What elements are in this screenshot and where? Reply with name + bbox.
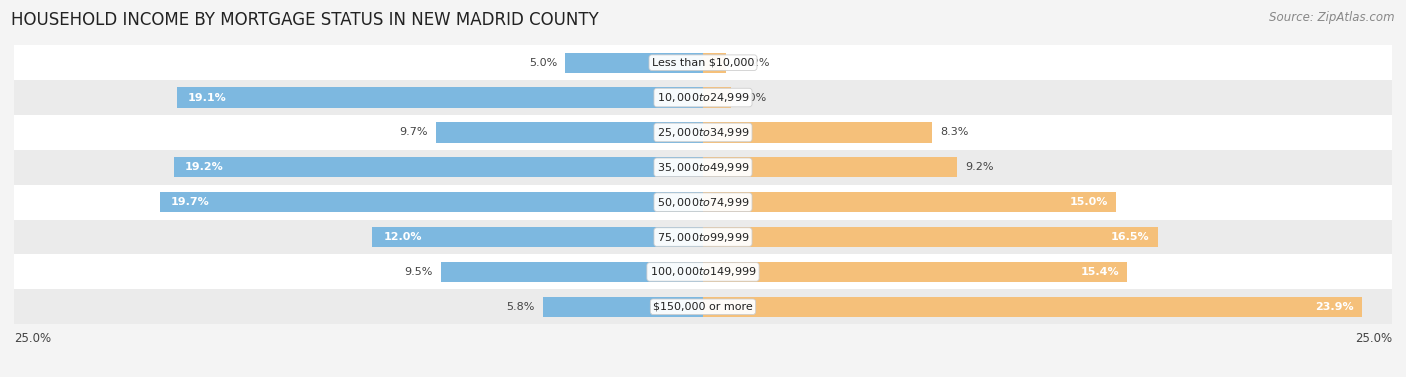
Text: 15.0%: 15.0% [1070,197,1108,207]
Text: 1.0%: 1.0% [738,92,768,103]
Bar [703,52,725,73]
Bar [14,185,1392,219]
Bar [703,227,1157,247]
Text: 25.0%: 25.0% [1355,332,1392,345]
Bar [703,297,1361,317]
Text: 15.4%: 15.4% [1080,267,1119,277]
Text: 23.9%: 23.9% [1315,302,1354,312]
Bar [14,254,1392,290]
Bar [14,80,1392,115]
Bar [565,52,703,73]
Text: $150,000 or more: $150,000 or more [654,302,752,312]
Text: $75,000 to $99,999: $75,000 to $99,999 [657,231,749,244]
Bar [14,45,1392,80]
Legend: Without Mortgage, With Mortgage: Without Mortgage, With Mortgage [568,373,838,377]
Bar [703,87,731,108]
Text: $10,000 to $24,999: $10,000 to $24,999 [657,91,749,104]
Bar [441,262,703,282]
Bar [14,115,1392,150]
Text: 9.7%: 9.7% [399,127,427,138]
Text: 16.5%: 16.5% [1111,232,1150,242]
Bar [174,157,703,178]
Text: 19.1%: 19.1% [187,92,226,103]
Bar [703,192,1116,212]
Text: $25,000 to $34,999: $25,000 to $34,999 [657,126,749,139]
Text: 19.2%: 19.2% [186,162,224,172]
Bar [703,122,932,143]
Text: $100,000 to $149,999: $100,000 to $149,999 [650,265,756,278]
Text: HOUSEHOLD INCOME BY MORTGAGE STATUS IN NEW MADRID COUNTY: HOUSEHOLD INCOME BY MORTGAGE STATUS IN N… [11,11,599,29]
Bar [703,157,956,178]
Bar [436,122,703,143]
Text: 19.7%: 19.7% [172,197,209,207]
Text: 9.5%: 9.5% [405,267,433,277]
Bar [14,150,1392,185]
Text: 5.8%: 5.8% [506,302,534,312]
Bar [177,87,703,108]
Bar [703,262,1128,282]
Text: 12.0%: 12.0% [384,232,422,242]
Text: Less than $10,000: Less than $10,000 [652,58,754,68]
Bar [14,219,1392,254]
Text: $50,000 to $74,999: $50,000 to $74,999 [657,196,749,208]
Text: 0.82%: 0.82% [734,58,769,68]
Bar [543,297,703,317]
Text: 5.0%: 5.0% [529,58,557,68]
Text: $35,000 to $49,999: $35,000 to $49,999 [657,161,749,174]
Bar [14,290,1392,324]
Text: Source: ZipAtlas.com: Source: ZipAtlas.com [1270,11,1395,24]
Bar [160,192,703,212]
Bar [373,227,703,247]
Text: 8.3%: 8.3% [941,127,969,138]
Text: 9.2%: 9.2% [965,162,993,172]
Text: 25.0%: 25.0% [14,332,51,345]
